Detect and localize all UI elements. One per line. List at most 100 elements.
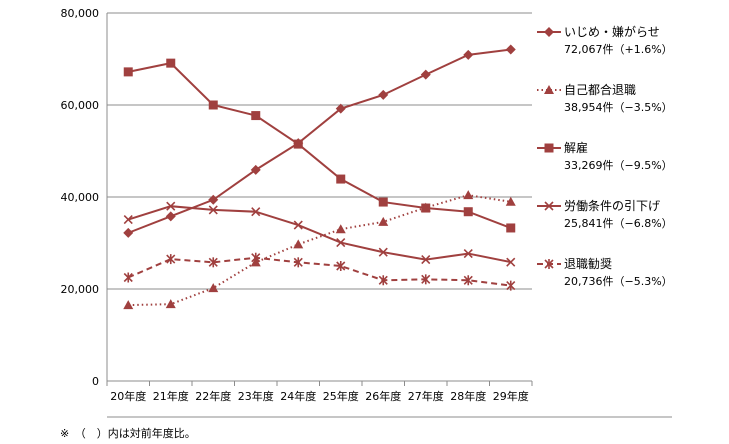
legend-value: 20,736件（−5.3%）	[564, 275, 673, 288]
data-point	[123, 227, 134, 238]
footnote: ※ （ ）内は対前年度比。	[60, 427, 196, 440]
data-point	[506, 280, 516, 291]
data-point	[463, 190, 474, 200]
axes: 0 20,000 40,000 60,000 80,000 20年度 21年度 22年度 23年…	[61, 7, 672, 418]
legend-value: 33,269件（−9.5%）	[564, 159, 673, 172]
data-point	[335, 103, 346, 114]
data-point	[463, 275, 473, 286]
legend-marker	[544, 85, 554, 94]
data-point	[208, 194, 219, 205]
data-point	[123, 300, 134, 310]
legend-label: 退職勧奨	[564, 257, 612, 271]
data-point	[463, 207, 473, 217]
series-2	[123, 190, 516, 310]
data-point	[336, 237, 346, 248]
legend-label: 解雇	[564, 140, 588, 155]
legend-value: 38,954件（−3.5%）	[564, 101, 673, 114]
data-point	[378, 275, 388, 286]
data-point	[421, 254, 431, 265]
data-point	[420, 69, 431, 80]
data-point	[251, 252, 261, 263]
marker-stroke	[421, 254, 431, 265]
data-point	[123, 272, 133, 283]
data-point	[336, 261, 346, 271]
data-point	[165, 211, 176, 222]
data-point	[293, 139, 303, 149]
data-point	[421, 203, 431, 213]
data-point	[421, 274, 431, 285]
gridlines	[107, 12, 532, 290]
data-point	[378, 89, 389, 100]
legend-marker	[544, 201, 554, 211]
data-point	[506, 257, 516, 267]
legend-marker	[544, 27, 554, 37]
y-tick-label: 0	[92, 375, 99, 388]
data-point	[250, 164, 261, 175]
series-3	[123, 58, 516, 233]
series-group	[123, 44, 516, 310]
data-point	[505, 44, 516, 55]
data-point	[166, 58, 176, 68]
data-point	[293, 239, 304, 249]
legend-value: 72,067件（+1.6%）	[564, 43, 673, 56]
marker-stroke	[506, 257, 516, 267]
legend-entry: 退職勧奨 20,736件（−5.3%）	[537, 257, 673, 288]
x-tick-label: 28年度	[450, 389, 486, 403]
y-tick-label: 60,000	[61, 99, 100, 112]
legend-entry: いじめ・嫌がらせ 72,067件（+1.6%）	[537, 24, 673, 56]
data-point	[251, 111, 261, 121]
legend-label: いじめ・嫌がらせ	[564, 24, 660, 39]
x-tick-label: 29年度	[493, 389, 529, 403]
marker-stroke	[336, 237, 346, 248]
marker-stroke	[208, 205, 218, 215]
x-tick-label: 24年度	[280, 389, 316, 403]
legend-label: 自己都合退職	[564, 82, 636, 97]
x-tick-label: 23年度	[238, 389, 274, 403]
x-tick-label: 25年度	[323, 389, 359, 403]
x-tick-label: 20年度	[110, 389, 146, 403]
x-tick-label: 21年度	[153, 389, 189, 403]
legend-value: 25,841件（−6.8%）	[564, 217, 673, 230]
data-point	[336, 174, 346, 184]
x-tick-label: 22年度	[195, 389, 231, 403]
x-tick-label: 26年度	[365, 389, 401, 403]
data-point	[166, 201, 176, 211]
data-point	[208, 283, 219, 293]
series-5	[123, 252, 516, 291]
data-point	[123, 214, 133, 225]
legend: いじめ・嫌がらせ 72,067件（+1.6%） 自己都合退職 38,954件（−3.5…	[537, 24, 673, 288]
x-tick-label: 27年度	[408, 389, 444, 403]
data-point	[378, 216, 389, 226]
marker-stroke	[123, 214, 133, 225]
data-point	[293, 257, 303, 268]
marker-stroke	[166, 201, 176, 211]
data-point	[378, 247, 388, 257]
y-tick-label: 20,000	[61, 283, 100, 296]
series-line	[127, 205, 511, 264]
data-point	[293, 220, 303, 230]
legend-marker	[544, 259, 554, 269]
y-tick-label: 80,000	[61, 7, 100, 20]
data-point	[165, 299, 176, 309]
data-point	[123, 67, 133, 77]
data-point	[378, 197, 388, 207]
series-line	[128, 62, 512, 229]
data-point	[208, 100, 218, 110]
series-4	[123, 201, 516, 267]
marker-stroke	[293, 220, 303, 230]
marker-stroke	[463, 249, 473, 259]
marker-stroke	[378, 247, 388, 257]
data-point	[505, 196, 516, 206]
data-point	[463, 249, 473, 259]
legend-entry: 労働条件の引下げ 25,841件（−6.8%）	[537, 199, 673, 230]
data-point	[208, 257, 218, 268]
series-line	[127, 256, 511, 287]
data-point	[208, 205, 218, 215]
data-point	[463, 49, 474, 60]
data-point	[335, 224, 346, 234]
data-point	[251, 207, 261, 217]
legend-label: 労働条件の引下げ	[564, 199, 660, 213]
legend-entry: 自己都合退職 38,954件（−3.5%）	[537, 82, 673, 114]
data-point	[166, 254, 176, 265]
